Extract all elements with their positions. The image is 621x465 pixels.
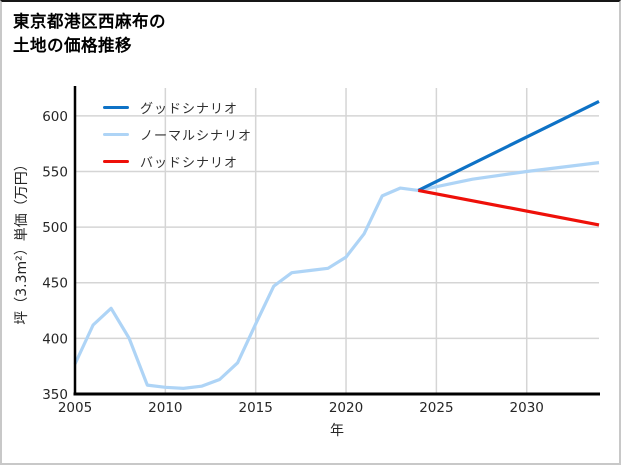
series-line-0-ノーマルシナリオ [73, 161, 600, 390]
x-tick-label-2025: 2025 [419, 400, 453, 416]
x-tick-label-2015: 2015 [239, 400, 273, 416]
x-tick-label-2005: 2005 [58, 400, 92, 416]
y-tick-label-350: 350 [42, 387, 68, 403]
legend-line-swatch-0 [103, 105, 129, 110]
legend-item-1: ノーマルシナリオ [103, 121, 252, 148]
x-axis-label: 年 [330, 423, 344, 439]
series-line-2-バッドシナリオ [417, 188, 600, 227]
y-tick-label-400: 400 [42, 331, 68, 347]
x-tick-label-2030: 2030 [510, 400, 544, 416]
y-tick-label-500: 500 [42, 220, 68, 236]
chart-title: 東京都港区西麻布の 土地の価格推移 [13, 10, 166, 58]
chart-title-line1: 東京都港区西麻布の [13, 12, 166, 31]
legend-label-0: グッドシナリオ [140, 102, 239, 117]
y-tick-label-550: 550 [42, 164, 68, 180]
x-tick-label-2020: 2020 [329, 400, 363, 416]
y-tick-label-600: 600 [42, 109, 68, 125]
legend-label-1: ノーマルシナリオ [140, 129, 253, 144]
legend-label-2: バッドシナリオ [140, 156, 239, 171]
legend-item-2: バッドシナリオ [103, 148, 252, 175]
legend: グッドシナリオ ノーマルシナリオ バッドシナリオ [103, 94, 252, 175]
series-line-1-グッドシナリオ [417, 99, 600, 192]
legend-item-0: グッドシナリオ [103, 94, 252, 121]
legend-line-swatch-2 [103, 159, 129, 164]
chart-title-line2: 土地の価格推移 [13, 35, 132, 55]
x-tick-label-2010: 2010 [148, 400, 182, 416]
y-tick-label-450: 450 [42, 276, 68, 292]
legend-line-swatch-1 [103, 132, 129, 137]
y-axis-label: 坪（3.3m²）単価（万円） [14, 157, 30, 325]
